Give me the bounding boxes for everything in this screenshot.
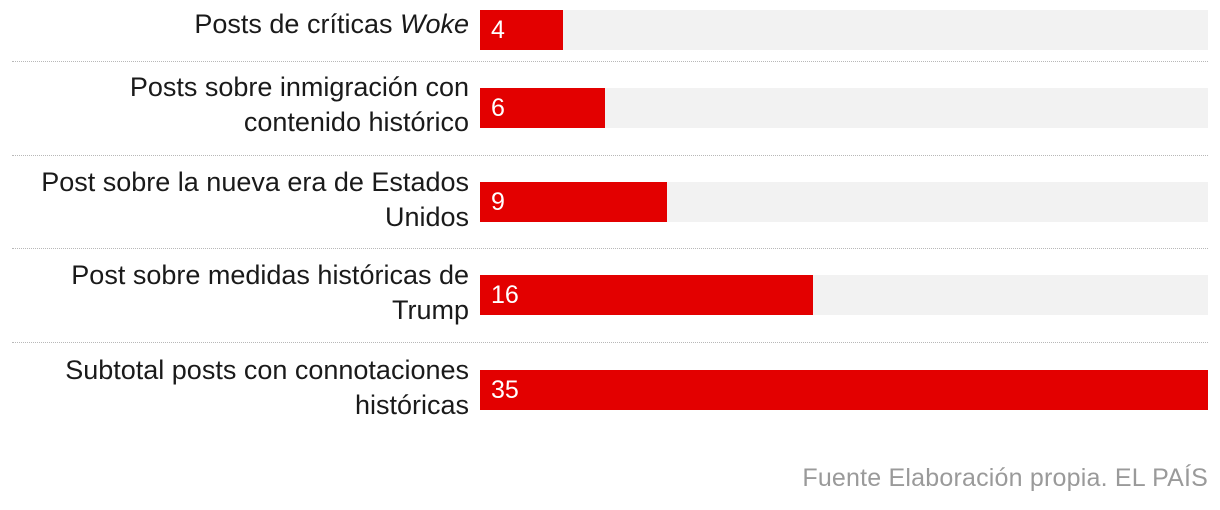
bar-value-label: 4 [491,16,505,44]
category-label: Posts sobre inmigración con contenido hi… [10,70,469,140]
bar-track: 35 [480,370,1208,410]
bar-track: 4 [480,10,1208,50]
bar-track: 16 [480,275,1208,315]
category-label-text: Posts sobre inmigración con contenido hi… [129,72,469,137]
category-label: Post sobre medidas históricas de Trump [10,258,469,328]
category-label-text: Post sobre medidas históricas de Trump [71,260,469,325]
category-label-text: Post sobre la nueva era de Estados Unido… [41,167,469,232]
bar-track: 6 [480,88,1208,128]
category-label: Posts de críticas Woke [10,7,469,42]
category-label-text: Posts de críticas [194,9,400,39]
row-divider [12,155,1208,156]
category-label: Subtotal posts con connotaciones históri… [10,353,469,423]
bar-value-label: 35 [491,376,519,404]
category-label: Post sobre la nueva era de Estados Unido… [10,165,469,235]
row-divider [12,61,1208,62]
row-divider [12,342,1208,343]
bar-value-label: 16 [491,281,519,309]
bar: 16 [480,275,813,315]
bar: 9 [480,182,667,222]
category-label-text: Subtotal posts con connotaciones históri… [65,355,469,420]
bar-track: 9 [480,182,1208,222]
bar: 6 [480,88,605,128]
bar: 4 [480,10,563,50]
row-divider [12,248,1208,249]
bar-value-label: 6 [491,94,505,122]
bar-chart: Posts de críticas Woke 4 Posts sobre inmig… [10,7,1208,423]
category-label-emphasis: Woke [399,9,469,39]
bar-value-label: 9 [491,188,505,216]
source-note: Fuente Elaboración propia. EL PAÍS [802,464,1208,492]
bar: 35 [480,370,1208,410]
